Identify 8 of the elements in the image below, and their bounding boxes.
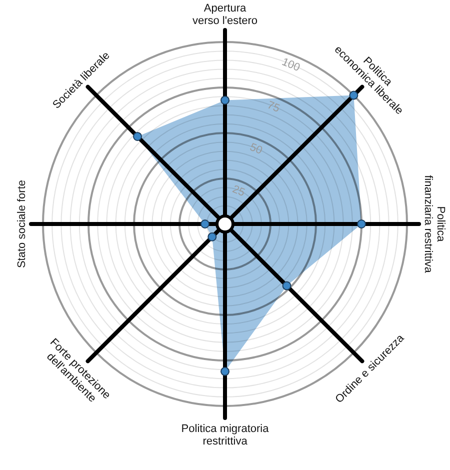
spoke-label: Politica migratoria restrittiva xyxy=(181,423,270,448)
y-tick-label: 25 xyxy=(230,183,247,200)
spoke-label: Apertura verso l'estero xyxy=(192,2,258,27)
y-tick-label: 50 xyxy=(248,141,264,158)
spoke-label: Politica finanziaria restrittiva xyxy=(422,175,446,274)
y-tick-label: 100 xyxy=(280,56,302,74)
spoke-label: Stato sociale forte xyxy=(16,180,28,268)
y-tick-label: 75 xyxy=(265,99,282,116)
